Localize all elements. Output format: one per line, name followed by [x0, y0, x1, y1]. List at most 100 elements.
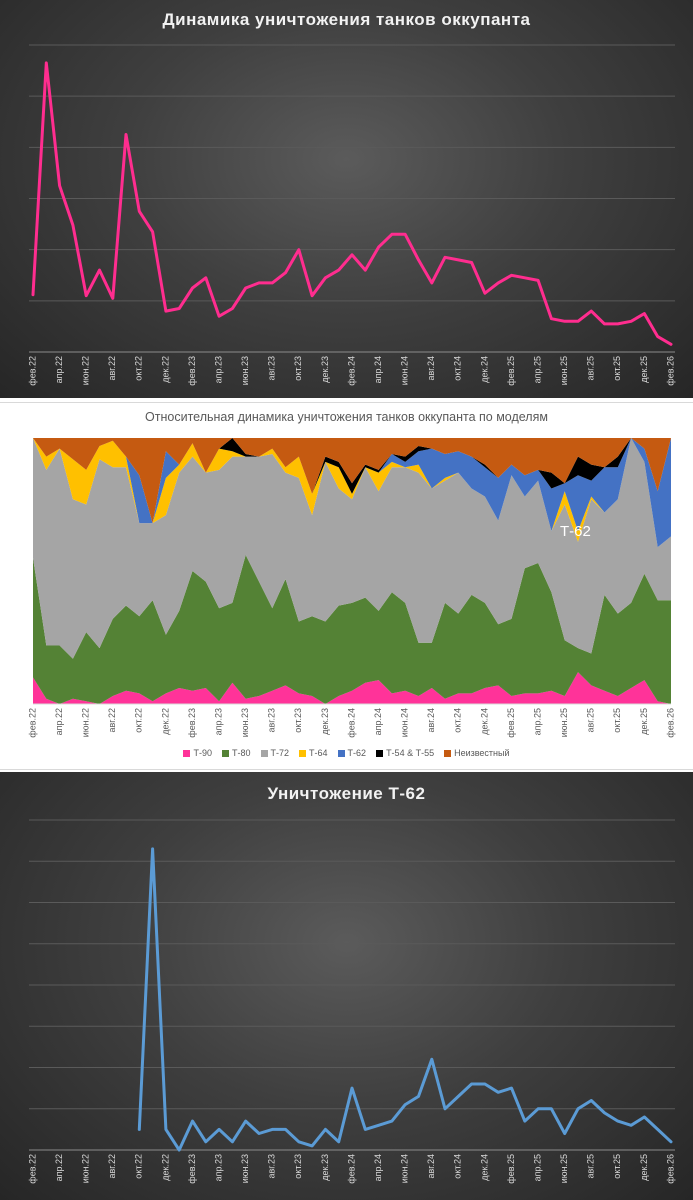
- data-point: [284, 271, 287, 274]
- legend-item: Неизвестный: [444, 748, 510, 758]
- x-tick-label: июн.24: [400, 708, 410, 737]
- data-point: [58, 184, 61, 187]
- line-chart-t62: фев.22 апр.22 июн.22 авг.22 окт.22 дек.22 фев.…: [27, 819, 675, 1184]
- data-point: [350, 1086, 354, 1090]
- x-tick-label: апр.24: [373, 356, 383, 383]
- x-tick-label: окт.23: [293, 356, 303, 381]
- x-tick-label: июн.25: [559, 1154, 569, 1183]
- x-tick-label: июн.22: [81, 708, 91, 737]
- area-series-Т-72: [33, 438, 671, 659]
- x-tick-label: дек.22: [160, 708, 170, 735]
- chart-panel-models-share: Относительная динамика уничтожения танко…: [0, 402, 693, 770]
- data-point: [563, 1132, 566, 1135]
- data-point: [45, 61, 48, 65]
- chart-title: Динамика уничтожения танков оккупанта: [162, 10, 531, 29]
- data-point: [603, 322, 606, 326]
- legend-swatch: [299, 750, 307, 758]
- data-point: [483, 1082, 487, 1086]
- x-tick-label: фев.26: [665, 708, 675, 738]
- x-tick-label: авг.25: [586, 1154, 596, 1178]
- x-tick-label: июн.23: [240, 1154, 250, 1183]
- data-point: [510, 1086, 513, 1090]
- x-tick-label: июн.22: [81, 356, 91, 385]
- data-point: [616, 1119, 620, 1123]
- x-tick-label: июн.25: [559, 356, 569, 385]
- x-tick-label: фев.23: [187, 1154, 197, 1184]
- legend-label: Т-72: [270, 748, 290, 758]
- x-tick-label: июн.24: [400, 356, 410, 385]
- x-tick-label: апр.25: [532, 1154, 542, 1181]
- x-tick-label: фев.26: [665, 1154, 675, 1184]
- data-point: [669, 1140, 673, 1143]
- x-tick-label: фев.24: [346, 708, 356, 738]
- x-tick-label: июн.22: [81, 1154, 91, 1183]
- data-point: [244, 286, 247, 290]
- legend-item: Т-54 & Т-55: [376, 748, 434, 758]
- data-point: [417, 1095, 420, 1098]
- data-point: [536, 279, 540, 282]
- data-point: [364, 268, 367, 272]
- x-tick-label: фев.23: [187, 708, 197, 738]
- legend-item: Т-90: [183, 748, 212, 758]
- data-point: [284, 1128, 287, 1131]
- x-tick-label: апр.22: [54, 708, 64, 735]
- data-point: [310, 1144, 314, 1148]
- chart-legend: Т-90 Т-80 Т-72 Т-64 Т-62 Т-54 & Т-55 Неизвестн…: [0, 748, 693, 758]
- x-tick-label: фев.24: [346, 1154, 356, 1184]
- data-point: [629, 320, 633, 323]
- data-point: [523, 1119, 526, 1123]
- x-tick-label: окт.22: [134, 356, 144, 381]
- data-point: [563, 320, 566, 323]
- legend-label: Неизвестный: [454, 748, 510, 758]
- x-tick-label: фев.22: [27, 1154, 37, 1184]
- x-tick-label: июн.24: [400, 1154, 410, 1183]
- data-point: [257, 1132, 261, 1135]
- data-point: [297, 1140, 301, 1143]
- chart-panel-tanks-total: Динамика уничтожения танков оккупанта фе…: [0, 0, 693, 398]
- data-point: [151, 847, 154, 851]
- chart-title: Относительная динамика уничтожения танко…: [145, 410, 548, 424]
- x-tick-label: окт.22: [134, 708, 144, 733]
- data-point: [164, 1128, 168, 1131]
- legend-swatch: [183, 750, 191, 758]
- data-point: [483, 291, 487, 295]
- data-point: [377, 245, 380, 249]
- data-point: [310, 294, 314, 297]
- x-tick-label: авг.23: [267, 356, 277, 380]
- data-point: [217, 314, 221, 318]
- data-point: [576, 320, 580, 323]
- chart-panel-t62: Уничтожение Т-62 фев.22 апр.22 июн.22 авг.2…: [0, 772, 693, 1200]
- x-tick-label: окт.24: [453, 1154, 463, 1179]
- legend-label: Т-62: [347, 748, 367, 758]
- data-point: [31, 293, 35, 296]
- data-point: [510, 274, 513, 277]
- data-point: [138, 210, 141, 213]
- data-point: [204, 1140, 207, 1143]
- x-tick-label: фев.23: [187, 356, 197, 386]
- data-point: [390, 233, 394, 236]
- x-tick-label: фев.25: [506, 1154, 516, 1184]
- legend-item: Т-72: [260, 748, 290, 758]
- x-tick-label: июн.23: [240, 708, 250, 737]
- x-tick-label: дек.23: [320, 356, 330, 383]
- data-point: [271, 1128, 274, 1131]
- x-tick-label: апр.22: [54, 1154, 64, 1181]
- x-tick-label: авг.23: [267, 708, 277, 732]
- legend-item: Т-80: [222, 748, 251, 758]
- data-point: [470, 261, 473, 264]
- data-point: [430, 1058, 433, 1061]
- x-tick-label: авг.22: [107, 1154, 117, 1178]
- data-point: [629, 1124, 633, 1127]
- x-tick-label: дек.22: [160, 356, 170, 383]
- data-point: [497, 1091, 500, 1094]
- series-line: [31, 61, 673, 346]
- x-tick-label: дек.23: [320, 1154, 330, 1181]
- data-point: [231, 1140, 234, 1143]
- data-point: [178, 307, 181, 310]
- x-tick-label: фев.25: [506, 708, 516, 738]
- area-series-Т-90: [33, 672, 671, 704]
- data-point: [536, 1107, 540, 1110]
- data-point: [497, 281, 500, 285]
- data-point: [616, 322, 620, 326]
- x-tick-label: окт.25: [612, 1154, 622, 1179]
